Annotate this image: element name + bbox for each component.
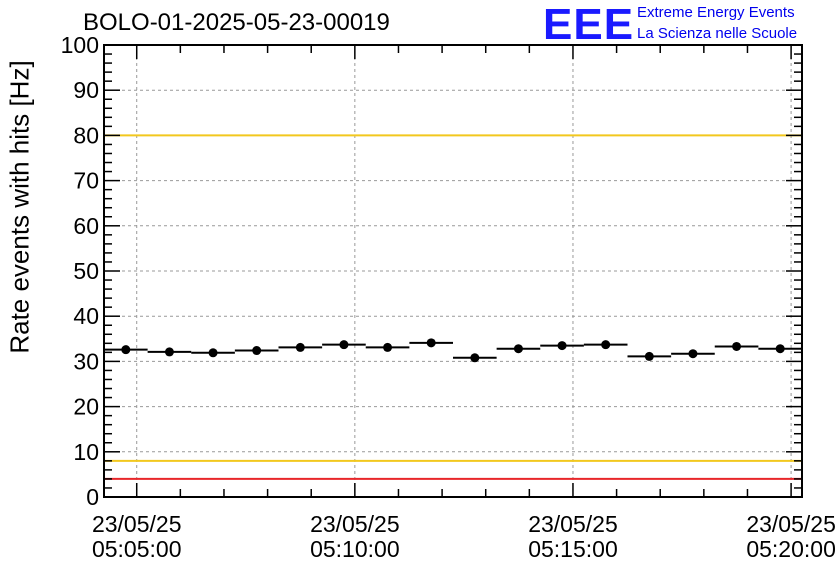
logo-line-2: La Scienza nelle Scuole: [637, 25, 798, 42]
data-point: [732, 341, 742, 351]
x-tick-label-time: 05:10:00: [310, 536, 400, 562]
data-point: [470, 353, 480, 363]
data-point: [295, 342, 305, 352]
data-point: [557, 341, 567, 351]
y-tick-label: 60: [73, 213, 99, 239]
y-tick-label: 20: [73, 394, 99, 420]
y-tick-label: 0: [86, 484, 99, 510]
eee-logo: EEE: [543, 0, 635, 49]
data-point: [252, 346, 262, 356]
x-tick-label-date: 23/05/25: [746, 511, 836, 537]
y-tick-label: 10: [73, 439, 99, 465]
y-tick-label: 40: [73, 303, 99, 329]
x-tick-label-time: 05:15:00: [528, 536, 618, 562]
x-tick-label-date: 23/05/25: [92, 511, 182, 537]
chart-title: BOLO-01-2025-05-23-00019: [83, 9, 390, 36]
x-tick-label-date: 23/05/25: [310, 511, 400, 537]
tick-labels: 010203040506070809010023/05/2505:05:0023…: [61, 32, 836, 562]
y-tick-label: 50: [73, 258, 99, 284]
data-point: [688, 349, 698, 359]
data-point: [601, 340, 611, 350]
x-tick-label-time: 05:05:00: [92, 536, 182, 562]
x-tick-label-date: 23/05/25: [528, 511, 618, 537]
data-series: [104, 338, 802, 363]
data-point: [208, 348, 218, 358]
y-tick-label: 90: [73, 77, 99, 103]
y-tick-label: 100: [61, 32, 99, 58]
axis-ticks: [104, 44, 802, 498]
data-point: [383, 342, 393, 352]
y-tick-label: 70: [73, 168, 99, 194]
data-point: [775, 344, 785, 354]
y-tick-label: 80: [73, 122, 99, 148]
logo-line-1: Extreme Energy Events: [637, 4, 795, 21]
data-point: [164, 347, 174, 357]
y-axis-label: Rate events with hits [Hz]: [4, 60, 35, 354]
y-tick-label: 30: [73, 348, 99, 374]
data-point: [513, 344, 523, 354]
x-tick-label-time: 05:20:00: [746, 536, 836, 562]
reference-lines: [104, 44, 802, 480]
data-point: [339, 340, 349, 350]
data-point: [426, 338, 436, 348]
grid-lines: [104, 45, 802, 497]
data-point: [121, 345, 131, 355]
data-point: [644, 351, 654, 361]
